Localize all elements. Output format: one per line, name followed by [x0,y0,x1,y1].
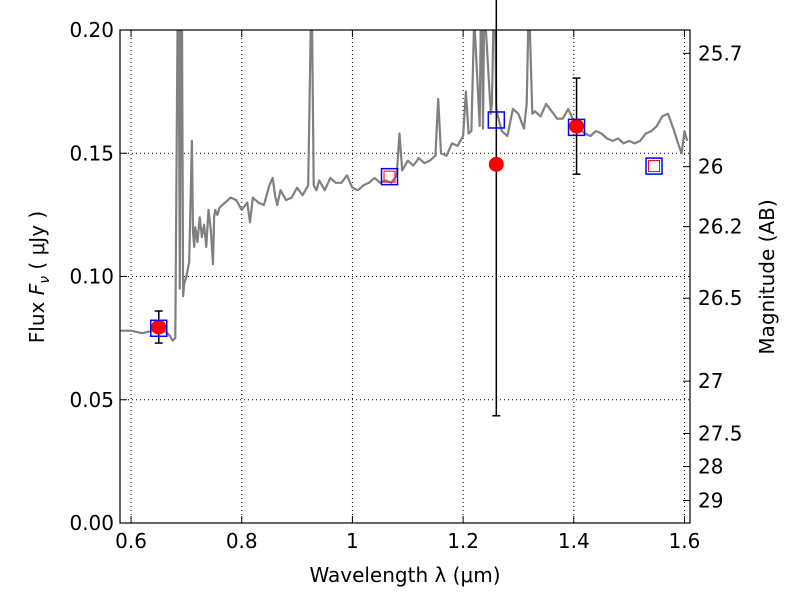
grid [120,29,690,524]
model-point-inner [383,170,396,183]
right-tick-label: 25.7 [698,41,743,65]
y-tick-label: 0.20 [69,18,114,42]
y-label-prefix: Flux [25,295,49,343]
right-tick-label: 26.2 [698,215,743,239]
x-tick-label: 1.6 [669,529,701,553]
y-label-symbol: F [25,283,49,295]
x-tick-label: 1.4 [558,529,590,553]
right-tick-label: 29 [698,489,723,513]
x-tick-label: 0.6 [115,529,147,553]
data-markers [149,111,663,338]
y-axis-left-label: Flux Fν ( μJy ) [25,211,53,343]
observed-point [151,319,167,335]
model-point-inner [648,160,661,173]
right-tick-label: 28 [698,455,723,479]
y-axis-left-ticks: 0.00 0.05 0.10 0.15 0.20 [69,18,127,535]
model-point [380,167,399,186]
x-tick-label: 1 [346,529,359,553]
spectrum-line [120,30,689,342]
model-point [487,111,506,129]
y-label-suffix: ( μJy ) [25,211,49,276]
right-tick-label: 26.5 [698,286,743,310]
observed-point [488,156,504,172]
model-point [149,319,168,338]
model-point [645,157,663,175]
x-tick-label: 0.8 [226,529,258,553]
y-tick-label: 0.15 [69,141,114,165]
y-tick-label: 0.10 [69,265,114,289]
x-axis-ticks: 0.6 0.8 1 1.2 1.4 1.6 [115,30,700,553]
model-point [567,118,586,137]
x-axis-label: Wavelength λ (μm) [309,563,500,587]
y-tick-label: 0.00 [69,511,114,535]
y-axis-right-label: Magnitude (AB) [755,199,779,354]
template-spectrum [120,30,689,342]
y-tick-label: 0.05 [69,388,114,412]
x-tick-label: 1.2 [447,529,479,553]
right-tick-label: 27 [698,369,723,393]
y-label-subscript: ν [37,276,53,284]
observed-point [569,118,585,134]
y-axis-right-ticks: 25.7 26 26.2 26.5 27 27.5 28 29 [683,41,743,513]
right-tick-label: 26 [698,155,723,179]
right-tick-label: 27.5 [698,422,743,446]
